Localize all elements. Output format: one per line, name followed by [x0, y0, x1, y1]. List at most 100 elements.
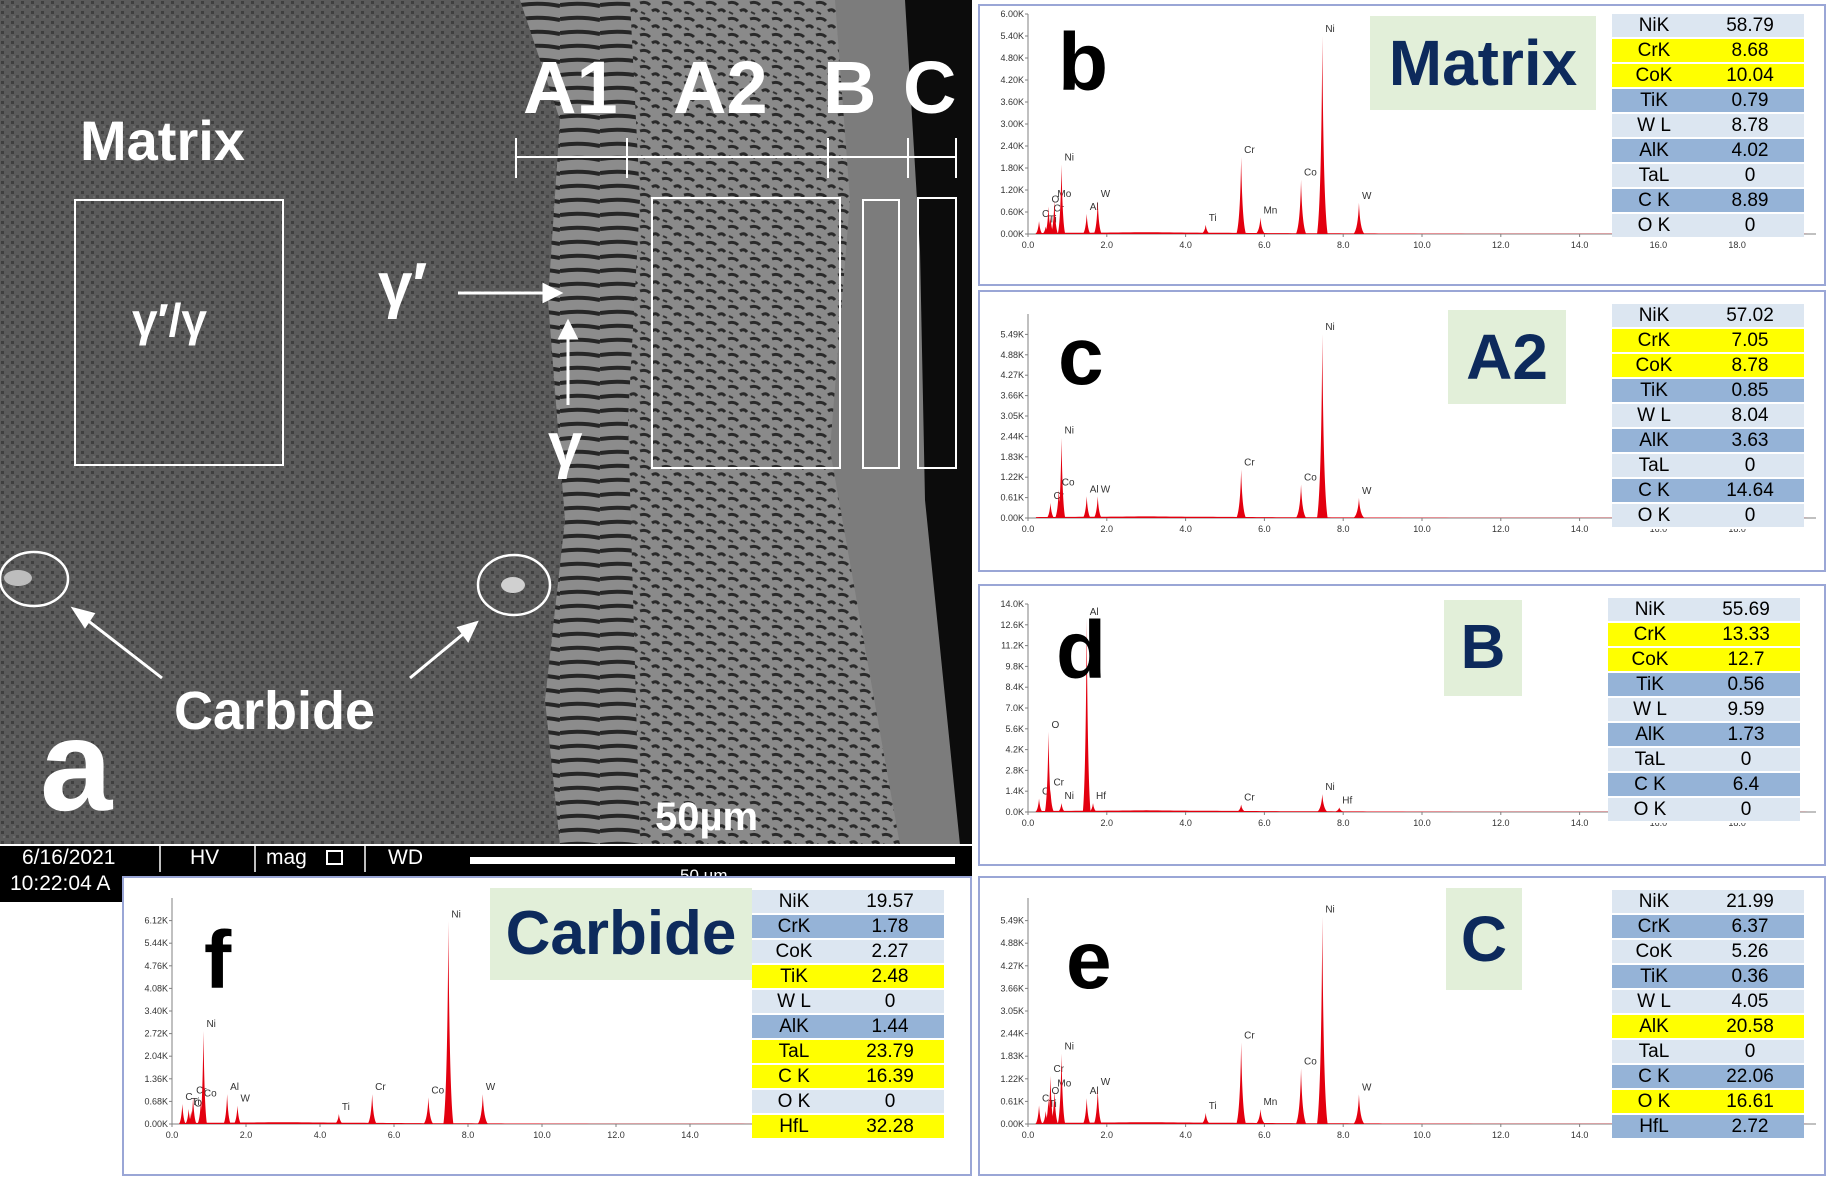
peak-label: Ni [1064, 791, 1073, 802]
y-tick-label: 9.8K [1005, 661, 1024, 671]
value-cell: 0 [1692, 797, 1800, 823]
x-tick-label: 18.0 [1728, 240, 1746, 250]
composition-row: AlK 3.63 [1612, 428, 1804, 454]
spectrum-peak [1093, 201, 1102, 234]
element-cell: AlK [752, 1014, 836, 1040]
composition-row: TiK 0.36 [1612, 964, 1804, 990]
spectrum-peak [178, 1104, 186, 1124]
value-cell: 0 [1696, 1039, 1804, 1065]
spectrum-peak [367, 1094, 377, 1124]
value-cell: 20.58 [1696, 1014, 1804, 1040]
peak-label: Cr [1053, 778, 1064, 789]
panel-letter-f: f [204, 915, 232, 1006]
element-cell: NiK [1612, 890, 1696, 915]
element-cell: C K [1612, 188, 1696, 214]
spectrum-peak [1236, 804, 1246, 812]
y-tick-label: 3.00K [1000, 119, 1024, 129]
y-tick-label: 0.60K [1000, 207, 1024, 217]
x-tick-label: 18.0 [1728, 524, 1746, 534]
region-label-matrix: Matrix [1370, 16, 1596, 110]
element-cell: C K [1612, 1064, 1696, 1090]
peak-label: Ni [1325, 322, 1334, 333]
peak-label: O [1051, 195, 1059, 206]
phase-arrows [70, 282, 579, 680]
value-cell: 16.61 [1696, 1089, 1804, 1115]
x-tick-label: 4.0 [1179, 240, 1192, 250]
spectrum-peak [1035, 221, 1043, 234]
element-cell: W L [1612, 113, 1696, 139]
element-cell: AlK [1612, 1014, 1696, 1040]
value-cell: 8.04 [1696, 403, 1804, 429]
composition-row: TaL 23.79 [752, 1039, 944, 1065]
composition-row: CrK 1.78 [752, 914, 944, 940]
peak-label: Ti [1209, 213, 1217, 224]
spectrum-peak [197, 1100, 205, 1124]
element-cell: CoK [1612, 939, 1696, 965]
spectrum-baseline [1035, 810, 1809, 812]
value-cell: 8.68 [1696, 38, 1804, 64]
composition-row: TiK 2.48 [752, 964, 944, 990]
y-tick-label: 1.80K [1000, 163, 1024, 173]
value-cell: 19.57 [836, 890, 944, 915]
composition-row: TaL 0 [1612, 1039, 1804, 1065]
composition-row: CrK 13.33 [1608, 622, 1800, 648]
peak-label: Al [1090, 202, 1099, 213]
composition-table-d: NiK 55.69 CrK 13.33 CoK 12.7 TiK 0.56 W L 9.59 AlK… [1608, 598, 1800, 823]
spectrum-peak [1353, 202, 1365, 234]
spectrum-baseline [179, 1122, 905, 1124]
x-tick-label: 6.0 [1258, 240, 1271, 250]
y-tick-label: 2.44K [1000, 1029, 1024, 1039]
value-cell: 6.37 [1696, 914, 1804, 940]
scale-label: 50µm [655, 795, 759, 839]
spectrum-peak [1201, 224, 1211, 234]
panel-letter-d: d [1056, 605, 1107, 696]
peak-label: Mn [1263, 1097, 1277, 1108]
value-cell: 22.06 [1696, 1064, 1804, 1090]
y-tick-label: 4.08K [144, 983, 168, 993]
spectrum-peak [1295, 1068, 1307, 1124]
x-tick-label: 16.0 [1650, 240, 1668, 250]
panel-e: 0.00K 0.61K 1.22K 1.83K 2.44K 3.05K 3.66K 4.27K… [978, 876, 1826, 1176]
peak-label: Ti [342, 1102, 350, 1113]
value-cell: 55.69 [1692, 598, 1800, 623]
zone-label-a1: A1 [523, 46, 618, 129]
element-cell: TaL [1612, 453, 1696, 479]
y-tick-label: 0.61K [1000, 493, 1024, 503]
composition-row: HfL 2.72 [1612, 1114, 1804, 1140]
peak-label: Al [1090, 1086, 1099, 1097]
spectrum-peak [1035, 1105, 1043, 1124]
spectrum-peak [1042, 1111, 1050, 1124]
spectrum-peak [1255, 1109, 1266, 1124]
spectrum-peak [1353, 1094, 1365, 1124]
y-tick-label: 3.05K [1000, 411, 1024, 421]
value-cell: 7.05 [1696, 328, 1804, 354]
x-tick-label: 14.0 [1571, 1130, 1589, 1140]
value-cell: 0 [836, 989, 944, 1015]
composition-row: CoK 12.7 [1608, 647, 1800, 673]
value-cell: 2.27 [836, 939, 944, 965]
value-cell: 13.33 [1692, 622, 1800, 648]
y-tick-label: 8.4K [1005, 682, 1024, 692]
composition-row: TiK 0.85 [1612, 378, 1804, 404]
x-tick-label: 12.0 [1492, 524, 1510, 534]
matrix-label: Matrix [80, 109, 245, 172]
composition-row: TiK 0.56 [1608, 672, 1800, 698]
spectrum-peak [1035, 798, 1043, 812]
spectrum-baseline [1035, 232, 1809, 234]
value-cell: 6.4 [1692, 772, 1800, 798]
element-cell: TaL [1608, 747, 1692, 773]
panel-c: 0.00K 0.61K 1.22K 1.83K 2.44K 3.05K 3.66K 4.27K… [978, 290, 1826, 572]
peak-label: O [194, 1099, 202, 1110]
value-cell: 23.79 [836, 1039, 944, 1065]
element-cell: NiK [752, 890, 836, 915]
composition-row: C K 16.39 [752, 1064, 944, 1090]
value-cell: 0 [1696, 213, 1804, 239]
peak-label: Hf [1096, 791, 1106, 802]
peak-label: Ni [451, 909, 460, 920]
spectrum-peak [1089, 803, 1097, 812]
spectrum-peak [1317, 794, 1328, 812]
value-cell: 5.26 [1696, 939, 1804, 965]
composition-row: AlK 4.02 [1612, 138, 1804, 164]
element-cell: CrK [1612, 38, 1696, 64]
spectrum-baseline [1035, 1122, 1809, 1124]
